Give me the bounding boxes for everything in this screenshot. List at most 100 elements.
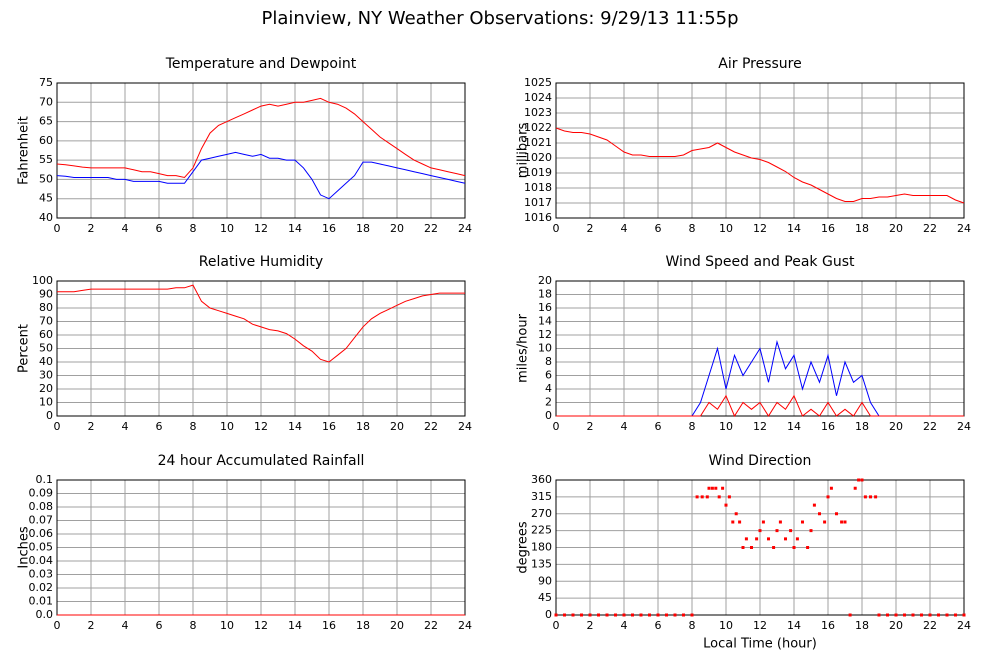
x-tick-label: 20 — [889, 222, 903, 235]
x-tick-label: 24 — [957, 619, 971, 632]
x-tick-label: 22 — [923, 420, 937, 433]
y-tick-label: 180 — [531, 541, 552, 554]
data-point — [750, 546, 753, 549]
data-line — [555, 127, 965, 204]
data-point — [597, 613, 600, 617]
x-tick-label: 4 — [122, 619, 129, 632]
y-tick-label: 1018 — [524, 181, 552, 194]
data-point — [605, 613, 609, 617]
y-tick-label: 0.09 — [29, 487, 54, 500]
x-tick-label: 6 — [156, 619, 163, 632]
x-tick-label: 24 — [458, 222, 472, 235]
data-point — [588, 613, 592, 617]
x-tick-label: 8 — [190, 222, 197, 235]
x-tick-label: 10 — [220, 222, 234, 235]
x-tick-label: 12 — [254, 420, 268, 433]
y-tick-label: 0 — [545, 409, 552, 422]
y-tick-label: 70 — [39, 95, 53, 108]
y-tick-label: 12 — [538, 328, 552, 341]
x-tick-label: 2 — [587, 619, 594, 632]
x-tick-label: 14 — [787, 420, 801, 433]
y-tick-label: 90 — [538, 574, 552, 587]
data-point — [843, 520, 847, 524]
x-tick-label: 10 — [220, 420, 234, 433]
x-tick-label: 6 — [655, 420, 662, 433]
data-point — [857, 478, 861, 482]
data-point — [614, 613, 617, 617]
x-tick-label: 2 — [88, 619, 95, 632]
y-tick-label: 45 — [39, 192, 53, 205]
x-tick-label: 12 — [254, 222, 268, 235]
data-point — [823, 520, 827, 524]
data-point — [894, 613, 898, 617]
data-point — [809, 529, 813, 533]
data-point — [853, 486, 857, 490]
x-tick-label: 2 — [88, 420, 95, 433]
x-tick-label: 6 — [655, 619, 662, 632]
x-tick-label: 22 — [424, 619, 438, 632]
y-tick-label: 1019 — [524, 166, 552, 179]
y-tick-label: 1024 — [524, 91, 552, 104]
y-tick-label: 0.07 — [29, 514, 54, 527]
data-point — [954, 613, 957, 617]
data-point — [665, 613, 668, 617]
data-point — [863, 495, 867, 499]
x-tick-label: 0 — [553, 619, 560, 632]
data-point — [778, 520, 782, 524]
y-tick-label: 10 — [39, 396, 53, 409]
data-point — [554, 613, 558, 617]
y-tick-label: 1020 — [524, 151, 552, 164]
y-axis-label: Inches — [17, 526, 32, 568]
y-tick-label: 14 — [538, 315, 552, 328]
data-point — [775, 529, 779, 533]
x-tick-label: 24 — [957, 420, 971, 433]
data-point — [920, 613, 923, 617]
y-axis-label: degrees — [516, 521, 531, 574]
x-tick-label: 20 — [889, 420, 903, 433]
data-point — [705, 495, 709, 499]
y-tick-label: 1023 — [524, 106, 552, 119]
page-title: Plainview, NY Weather Observations: 9/29… — [261, 8, 738, 29]
x-tick-label: 24 — [458, 420, 472, 433]
data-point — [673, 613, 677, 617]
y-tick-label: 50 — [39, 172, 53, 185]
data-line — [56, 151, 466, 200]
y-tick-label: 135 — [531, 557, 552, 570]
x-tick-label: 18 — [356, 222, 370, 235]
data-point — [928, 613, 932, 617]
y-tick-label: 30 — [39, 369, 53, 382]
x-tick-label: 2 — [587, 420, 594, 433]
plot-frame — [555, 479, 965, 616]
x-tick-label: 12 — [753, 420, 767, 433]
x-tick-label: 16 — [322, 222, 336, 235]
x-tick-label: 18 — [855, 420, 869, 433]
data-point — [682, 613, 685, 617]
y-tick-label: 70 — [39, 315, 53, 328]
x-tick-label: 16 — [322, 619, 336, 632]
data-point — [755, 537, 759, 541]
data-point — [789, 529, 793, 533]
y-tick-label: 0 — [46, 409, 53, 422]
y-axis-label: Fahrenheit — [17, 116, 32, 185]
y-tick-label: 90 — [39, 288, 53, 301]
x-tick-label: 4 — [122, 222, 129, 235]
y-tick-label: 1016 — [524, 211, 552, 224]
y-tick-label: 80 — [39, 301, 53, 314]
data-line — [57, 284, 465, 363]
y-tick-label: 10 — [538, 342, 552, 355]
x-tick-label: 2 — [88, 222, 95, 235]
y-tick-label: 18 — [538, 288, 552, 301]
chart-title: Wind Speed and Peak Gust — [666, 254, 855, 270]
y-tick-label: 1017 — [524, 196, 552, 209]
data-point — [860, 478, 864, 482]
data-point — [714, 486, 718, 490]
plot-frame — [555, 82, 965, 219]
x-tick-label: 6 — [156, 222, 163, 235]
x-tick-label: 10 — [719, 222, 733, 235]
x-tick-label: 20 — [390, 420, 404, 433]
data-point — [622, 613, 626, 617]
x-tick-label: 18 — [855, 619, 869, 632]
x-tick-label: 4 — [122, 420, 129, 433]
x-tick-label: 10 — [719, 619, 733, 632]
data-point — [744, 537, 748, 541]
